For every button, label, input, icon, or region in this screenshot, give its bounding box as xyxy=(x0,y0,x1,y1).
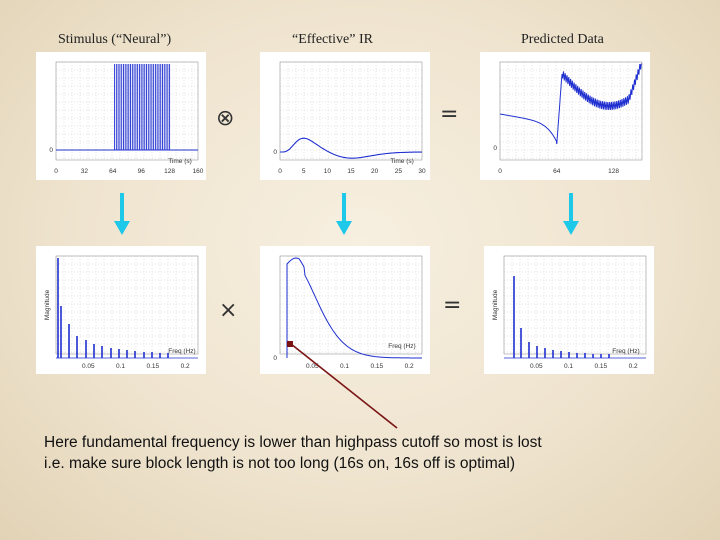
y-axis-label: Magnitude xyxy=(492,289,499,320)
x-tick-label: 128 xyxy=(608,168,619,175)
caption-line-1: Here fundamental frequency is lower than… xyxy=(44,434,542,451)
x-tick-label: 0 xyxy=(278,168,282,175)
x-tick-label: 0.15 xyxy=(146,363,159,370)
predicted-data-title: Predicted Data xyxy=(521,32,604,47)
x-tick-label: 5 xyxy=(302,168,306,175)
y-axis-label: Magnitude xyxy=(44,289,51,320)
x-tick-label: 0.15 xyxy=(594,363,607,370)
x-tick-label: 64 xyxy=(109,168,117,175)
x-tick-label: 32 xyxy=(81,168,89,175)
stimulus-title: Stimulus (“Neural”) xyxy=(58,32,172,47)
predicted-curve xyxy=(499,63,642,145)
x-tick-label: 10 xyxy=(324,168,332,175)
x-axis-label: Freq (Hz) xyxy=(612,348,639,355)
down-arrow-ir xyxy=(336,193,352,235)
x-axis-label: Freq (Hz) xyxy=(168,348,195,355)
y-tick-label: 0 xyxy=(49,147,53,154)
x-tick-label: 0.1 xyxy=(564,363,573,370)
x-axis-label: Time (s) xyxy=(168,158,192,165)
caption: Here fundamental frequency is lower than… xyxy=(44,432,684,474)
ir-spectrum-plot: 0 Freq (Hz) 0.05 0.1 0.15 0.2 xyxy=(260,246,430,374)
effective-ir-title: “Effective” IR xyxy=(292,32,373,47)
x-tick-label: 0.2 xyxy=(181,363,190,370)
y-tick-label: 0 xyxy=(273,355,277,362)
y-tick-label: 0 xyxy=(273,149,277,156)
predicted-data-chart: 0 0 64 128 xyxy=(493,61,643,175)
x-tick-label: 15 xyxy=(347,168,355,175)
x-tick-label: 0 xyxy=(498,168,502,175)
convolve-operator: ⊗ xyxy=(216,106,235,131)
x-tick-label: 20 xyxy=(371,168,379,175)
x-tick-label: 25 xyxy=(395,168,403,175)
x-tick-label: 64 xyxy=(553,168,561,175)
x-tick-label: 0.1 xyxy=(340,363,349,370)
x-tick-label: 0.05 xyxy=(82,363,95,370)
x-tick-label: 128 xyxy=(164,168,175,175)
ir-spectrum-chart: 0 Freq (Hz) 0.05 0.1 0.15 0.2 xyxy=(273,255,423,370)
y-tick-label: 0 xyxy=(493,145,497,152)
x-tick-label: 0.15 xyxy=(370,363,383,370)
x-tick-label: 30 xyxy=(418,168,426,175)
predicted-spectrum-chart: Magnitude Freq (Hz) 0.05 0.1 0.15 0.2 xyxy=(492,255,647,370)
stimulus-spectrum-chart: Magnitude Freq (Hz) 0.05 0.1 0.15 0.2 xyxy=(44,255,199,370)
x-tick-label: 0.05 xyxy=(530,363,543,370)
predicted-spectrum-plot: Magnitude Freq (Hz) 0.05 0.1 0.15 0.2 xyxy=(484,246,654,374)
caption-line-2: i.e. make sure block length is not too l… xyxy=(44,455,515,472)
predicted-data-plot: 0 0 64 128 xyxy=(480,52,650,180)
effective-ir-plot: 0 0 5 10 15 20 25 30 Time (s) xyxy=(260,52,430,180)
x-tick-label: 160 xyxy=(193,168,204,175)
x-tick-label: 96 xyxy=(138,168,146,175)
x-axis-label: Freq (Hz) xyxy=(388,343,415,350)
down-arrow-stimulus xyxy=(114,193,130,235)
x-tick-label: 0.1 xyxy=(116,363,125,370)
ir-curve xyxy=(280,137,422,159)
stimulus-spectrum-plot: Magnitude Freq (Hz) 0.05 0.1 0.15 0.2 xyxy=(36,246,206,374)
equals-operator-top: = xyxy=(440,102,459,127)
down-arrow-predicted xyxy=(563,193,579,235)
effective-ir-chart: 0 0 5 10 15 20 25 30 Time (s) xyxy=(273,61,426,175)
equals-operator-bottom: = xyxy=(443,293,462,318)
x-tick-label: 0.2 xyxy=(405,363,414,370)
x-tick-label: 0 xyxy=(54,168,58,175)
multiply-operator: × xyxy=(219,298,238,323)
x-axis-label: Time (s) xyxy=(390,158,414,165)
x-tick-label: 0.05 xyxy=(306,363,319,370)
x-tick-label: 0.2 xyxy=(629,363,638,370)
stimulus-plot: 0 0 32 64 96 128 160 Time (s) xyxy=(36,52,206,180)
